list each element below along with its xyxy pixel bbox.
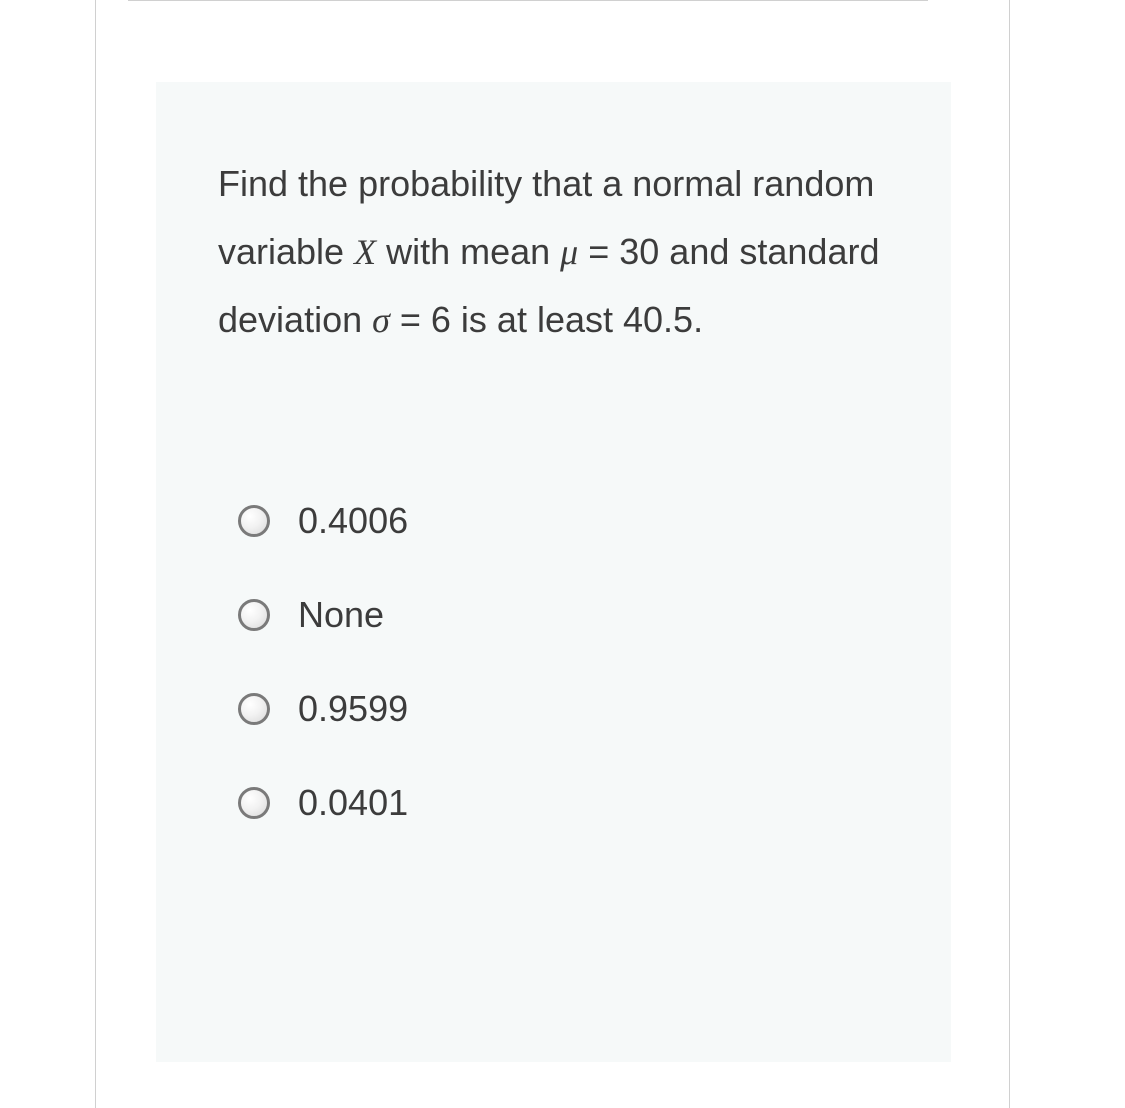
radio-button[interactable] [238, 787, 270, 819]
top-divider [128, 0, 928, 1]
option-row[interactable]: 0.0401 [238, 782, 891, 824]
sigma-symbol: σ [372, 300, 390, 340]
question-card: Find the probability that a normal rando… [156, 82, 951, 1062]
question-with-mean: with mean [376, 231, 560, 272]
question-variable-x: X [354, 232, 376, 272]
option-label: 0.0401 [298, 782, 408, 824]
radio-button[interactable] [238, 505, 270, 537]
mu-symbol: μ [560, 232, 578, 272]
question-sd-eq: = 6 is at least 40.5. [390, 299, 703, 340]
question-text: Find the probability that a normal rando… [218, 150, 891, 355]
option-label: 0.9599 [298, 688, 408, 730]
option-label: 0.4006 [298, 500, 408, 542]
option-label: None [298, 594, 384, 636]
option-row[interactable]: None [238, 594, 891, 636]
options-list: 0.4006 None 0.9599 0.0401 [218, 500, 891, 824]
radio-button[interactable] [238, 599, 270, 631]
option-row[interactable]: 0.4006 [238, 500, 891, 542]
radio-button[interactable] [238, 693, 270, 725]
option-row[interactable]: 0.9599 [238, 688, 891, 730]
